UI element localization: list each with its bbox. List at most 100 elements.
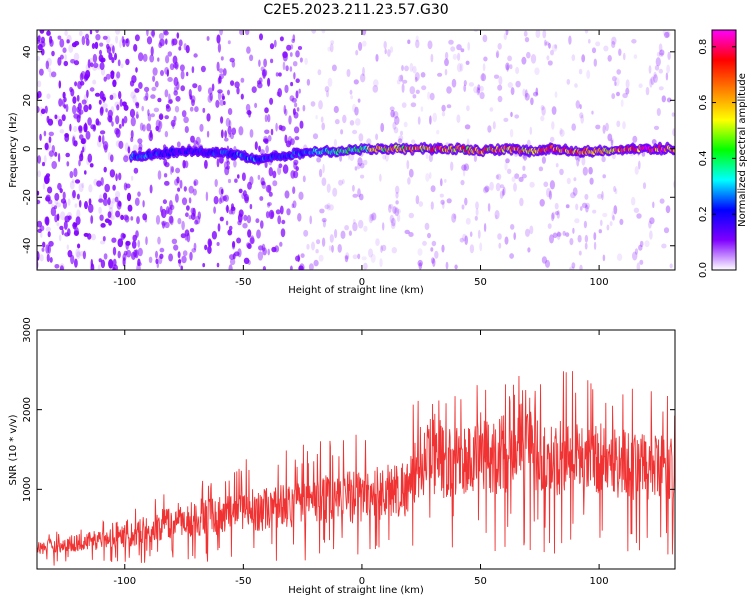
noise-speck (655, 57, 661, 67)
colorbar-tick-label: 0.6 (698, 95, 709, 111)
noise-speck (182, 250, 188, 257)
noise-speck (614, 77, 620, 87)
noise-speck (368, 248, 373, 258)
snr-x-label: Height of straight line (km) (288, 585, 424, 596)
noise-speck (98, 206, 102, 214)
noise-speck (579, 104, 582, 110)
noise-speck (372, 85, 379, 93)
noise-speck (146, 123, 152, 132)
noise-speck (39, 133, 42, 141)
snr-frame (36, 329, 676, 570)
noise-speck (43, 130, 47, 137)
noise-speck (375, 238, 380, 247)
noise-speck (92, 53, 98, 63)
noise-speck (150, 30, 156, 37)
noise-speck (277, 166, 282, 176)
noise-speck (573, 177, 577, 182)
noise-speck (642, 182, 647, 190)
noise-speck (37, 106, 40, 113)
noise-speck (67, 198, 71, 206)
noise-speck (58, 234, 62, 242)
noise-speck (408, 212, 414, 219)
noise-speck (617, 48, 622, 57)
noise-speck (555, 163, 559, 168)
noise-speck (227, 125, 232, 135)
noise-speck (581, 54, 586, 63)
noise-speck (547, 223, 552, 229)
noise-speck (388, 203, 394, 209)
noise-speck (595, 41, 601, 47)
noise-speck (439, 193, 444, 198)
noise-speck (350, 95, 353, 100)
noise-speck (109, 94, 114, 101)
noise-speck (90, 263, 95, 270)
noise-speck (340, 129, 344, 135)
noise-speck (477, 229, 481, 239)
noise-speck (448, 39, 454, 45)
noise-speck (241, 172, 246, 181)
noise-speck (191, 66, 195, 74)
noise-speck (295, 78, 300, 83)
noise-speck (259, 196, 264, 201)
noise-speck (554, 91, 558, 98)
noise-speck (56, 213, 60, 221)
snr-y-axis: 1000 2000 3000 (22, 317, 675, 502)
x-tick-label: 0 (359, 277, 365, 288)
noise-speck (591, 47, 597, 54)
heatmap-signal-track (129, 141, 675, 165)
noise-speck (177, 187, 181, 192)
noise-speck (115, 191, 121, 199)
noise-speck (227, 108, 233, 115)
noise-speck (400, 130, 403, 136)
noise-speck (159, 253, 164, 259)
noise-speck (76, 209, 81, 219)
noise-speck (165, 38, 168, 45)
noise-speck (222, 68, 227, 76)
noise-speck (168, 93, 171, 102)
noise-speck (633, 207, 640, 213)
noise-speck (93, 124, 96, 131)
noise-speck (224, 137, 229, 142)
noise-speck (497, 95, 503, 103)
noise-speck (551, 212, 555, 222)
noise-speck (299, 57, 303, 63)
noise-speck (619, 218, 624, 225)
noise-speck (37, 199, 41, 205)
noise-speck (388, 204, 392, 213)
noise-speck (549, 136, 555, 143)
noise-speck (185, 212, 189, 217)
noise-speck (133, 44, 138, 52)
noise-speck (220, 188, 224, 195)
noise-speck (268, 191, 273, 197)
noise-speck (202, 107, 206, 113)
y-tick-label: 0 (22, 146, 33, 152)
noise-speck (380, 122, 385, 133)
noise-speck (115, 173, 118, 182)
noise-speck (224, 130, 228, 139)
noise-speck (267, 202, 272, 206)
noise-speck (236, 87, 240, 95)
noise-speck (505, 158, 510, 164)
noise-speck (425, 153, 429, 159)
noise-speck (71, 178, 75, 184)
noise-speck (242, 190, 247, 197)
noise-speck (216, 61, 220, 72)
noise-speck (357, 98, 361, 103)
noise-speck (611, 36, 617, 45)
noise-speck (375, 54, 379, 62)
noise-speck (64, 134, 70, 143)
noise-speck (618, 48, 622, 56)
noise-speck (114, 196, 119, 203)
noise-speck (289, 138, 295, 146)
noise-speck (186, 205, 190, 211)
noise-speck (89, 87, 95, 92)
noise-speck (442, 201, 445, 209)
noise-speck (236, 237, 242, 244)
noise-speck (468, 82, 475, 87)
x-tick-label: 50 (474, 576, 487, 587)
noise-speck (551, 106, 557, 115)
noise-speck (645, 86, 650, 96)
noise-speck (562, 230, 566, 236)
colorbar-frame (711, 29, 737, 271)
noise-speck (47, 186, 53, 194)
